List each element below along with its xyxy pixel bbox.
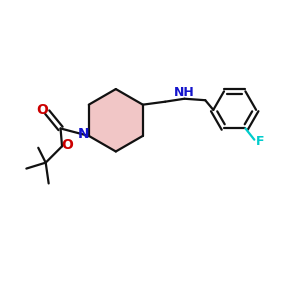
Text: O: O [61, 138, 73, 152]
Text: F: F [256, 135, 265, 148]
Text: NH: NH [174, 86, 195, 99]
Polygon shape [89, 89, 143, 152]
Text: N: N [78, 128, 89, 141]
Text: O: O [36, 103, 48, 117]
